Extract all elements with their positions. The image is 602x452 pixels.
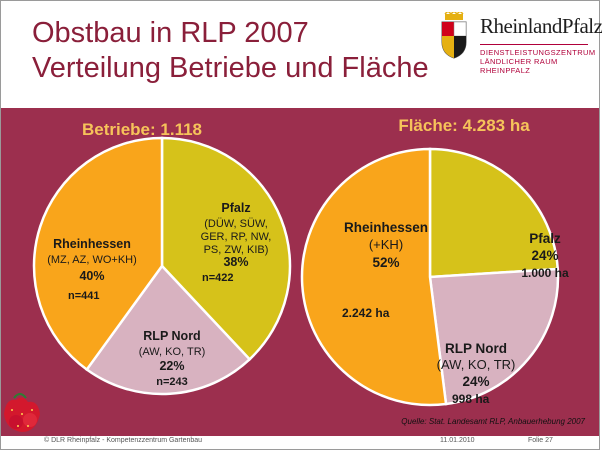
slice-count: 998 ha [452,392,490,406]
slice-percent: 52% [372,255,399,270]
slice-percent: 40% [79,269,104,283]
slice-name: RLP Nord [143,329,200,343]
logo-divider [480,44,588,45]
slice-percent: 22% [159,359,184,373]
rheinland-pfalz-logo: RheinlandPfalz DIENSTLEISTUNGSZENTRUM LÄ… [430,12,602,82]
pie-slice-pfalz [160,136,292,362]
pie-chart-2-title: Fläche: 4.283 ha [398,116,530,135]
slice-count: 2.242 ha [342,306,390,320]
footer-slide-number: Folie 27 [528,437,553,444]
slice-name: Rheinhessen [344,220,428,235]
slice-count: n=243 [156,376,188,388]
slice-percent: 24% [531,248,558,263]
pie-slice-rheinhessen [32,136,164,372]
slice-label-pfalz: Pfalz (DÜW, SÜW,GER, RP, NW,PS, ZW, KIB)3… [201,201,272,284]
slice-label-rheinhessen: Rheinhessen (MZ, AZ, WO+KH) 40% n=441 [47,237,137,302]
slice-detail: (DÜW, SÜW, [204,218,268,230]
slice-count: n=422 [202,272,234,284]
slice-label-rheinhessen: Rheinhessen (+KH) 52% 2.242 ha [342,220,428,320]
pie-slice-rlp_nord [85,264,252,396]
slice-detail: PS, ZW, KIB) [204,244,269,256]
coat-of-arms-icon [441,12,467,59]
slice-name: Pfalz [529,231,561,246]
slice-detail: (AW, KO, TR) [437,357,516,372]
slice-detail: (AW, KO, TR) [139,346,206,358]
title-line-2: Verteilung Betriebe und Fläche [32,52,429,84]
slice-name: RLP Nord [445,341,507,356]
pie-chart-2: Fläche: 4.283 ha Pfalz 24% 1.000 ha RLP Nord… [300,116,569,407]
strawberry-illustration-icon [4,393,40,432]
logo-sub-line-1: DIENSTLEISTUNGSZENTRUM [480,48,596,57]
pie-slice-rlp_nord [428,267,560,406]
pie-chart-1-title: Betriebe: 1.118 [82,120,202,139]
logo-wordmark: RheinlandPfalz [480,14,602,38]
slice-count: 1.000 ha [521,266,569,280]
slide-footer: © DLR Rheinpfalz - Kompetenzzentrum Gart… [0,436,600,450]
title-line-1: Obstbau in RLP 2007 [32,17,309,49]
slice-percent: 38% [223,255,248,269]
slice-label-rlp_nord: RLP Nord(AW, KO, TR) 24% 998 ha [437,341,516,406]
footer-date: 11.01.2010 [440,437,475,444]
slice-percent: 24% [462,374,489,389]
slice-detail: (MZ, AZ, WO+KH) [47,254,137,266]
slice-name: Pfalz [221,201,250,215]
logo-sub-line-3: RHEINPFALZ [480,66,531,75]
slice-label-pfalz: Pfalz 24% 1.000 ha [521,231,569,280]
pie-chart-1: Betriebe: 1.118 Pfalz (DÜW, SÜW,GER, RP, N… [32,120,292,396]
logo-sub-line-2: LÄNDLICHER RAUM [480,57,558,66]
slice-count: n=441 [68,290,100,302]
source-note: Quelle: Stat. Landesamt RLP, Anbauerhebu… [401,417,585,426]
pie-slice-rheinhessen [300,147,448,407]
footer-copyright: © DLR Rheinpfalz - Kompetenzzentrum Gart… [44,437,203,444]
slice-label-rlp_nord: RLP Nord (AW, KO, TR)22% n=243 [139,329,206,388]
slice-name: Rheinhessen [53,237,131,251]
pie-slice-pfalz [428,147,560,279]
slide-title: Obstbau in RLP 2007 Verteilung Betriebe … [32,16,429,86]
slice-detail: (+KH) [369,237,403,252]
slice-detail: GER, RP, NW, [201,231,272,243]
